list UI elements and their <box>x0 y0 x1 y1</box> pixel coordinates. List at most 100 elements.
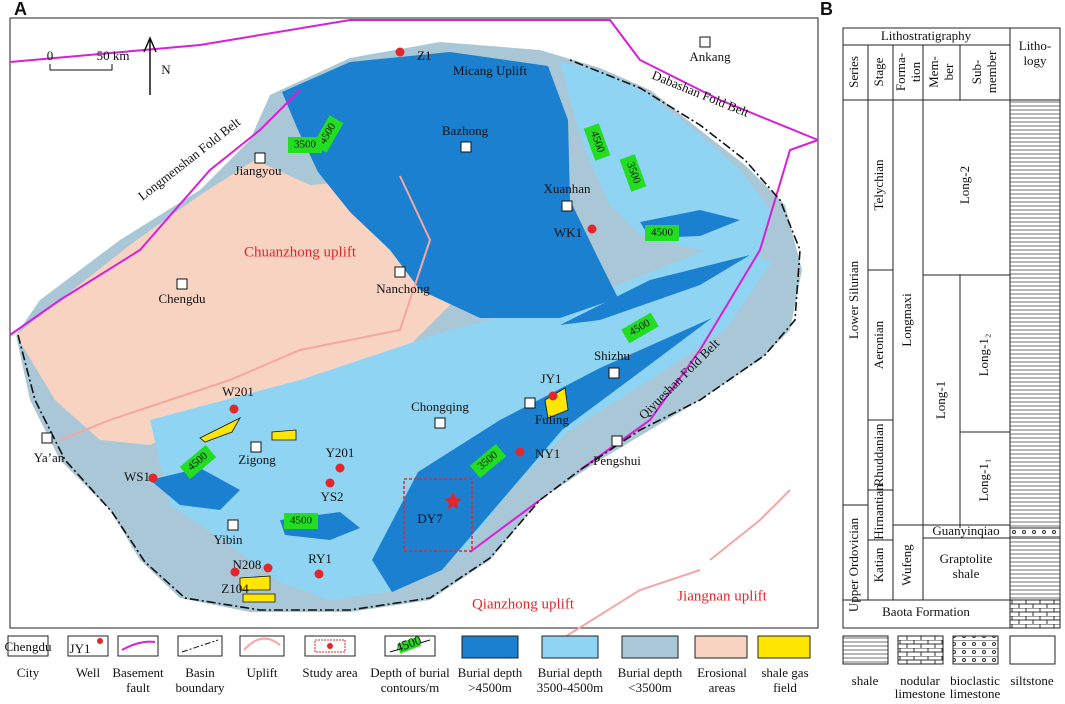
column-subheader-line: member <box>984 50 999 93</box>
well-marker <box>515 447 525 457</box>
contour-tag <box>288 137 322 153</box>
city-label: Fuling <box>535 412 569 427</box>
city-label: Nanchong <box>376 281 430 296</box>
legend-label-line: contours/m <box>381 680 440 695</box>
legend-label-line: Burial depth <box>458 665 523 680</box>
legend-label-line: shale gas <box>761 665 808 680</box>
contour-tag <box>645 225 679 241</box>
contour-tag <box>179 444 217 480</box>
legend-label-line: Depth of burial <box>370 665 450 680</box>
column-header-line: logy <box>1023 53 1047 68</box>
contour-tag <box>621 312 659 344</box>
city-label: Ya’an <box>34 450 65 465</box>
well-label: Z1 <box>417 48 431 63</box>
legend-label-line: field <box>773 680 797 695</box>
contour-label: 4500 <box>651 227 674 239</box>
north-arrow <box>143 36 157 95</box>
legend-label-line: Well <box>76 665 101 680</box>
legend-label-line: areas <box>709 680 736 695</box>
lithology-legend-label-line: limestone <box>895 686 946 701</box>
city-marker <box>434 417 446 429</box>
deep-area <box>282 52 618 318</box>
member-label: Long-1₁ <box>976 459 991 502</box>
well-label: W201 <box>222 384 254 399</box>
city-marker <box>699 36 711 48</box>
stage-label: Rhuddanian <box>871 423 886 486</box>
well-marker <box>587 224 597 234</box>
city-marker <box>608 367 620 379</box>
legend-label-line: Study area <box>302 665 357 680</box>
legend-label: Uplift <box>246 665 277 680</box>
well-label: DY7 <box>417 511 443 526</box>
city-marker <box>524 397 536 409</box>
member-label: Long-1 <box>933 381 948 419</box>
city-label: Bazhong <box>442 123 489 138</box>
legend-label-line: Burial depth <box>618 665 683 680</box>
legend-label-line: >4500m <box>468 680 511 695</box>
lithology-legend-label: shale <box>852 673 879 688</box>
well-label: WS1 <box>124 469 150 484</box>
city-marker <box>250 441 262 453</box>
uplift-label: Qianzhong uplift <box>472 596 575 612</box>
well-label: RY1 <box>308 551 332 566</box>
legend-icon-label: JY1 <box>70 641 91 656</box>
lithology-legend-label: siltstone <box>1010 673 1054 688</box>
mid-depth-area <box>150 245 772 600</box>
column <box>842 27 1061 629</box>
map <box>9 17 819 641</box>
city-label: Shizhu <box>594 348 631 363</box>
well-label: WK1 <box>554 225 582 240</box>
litho-bio <box>1009 527 1061 539</box>
well-marker <box>229 404 239 414</box>
erosional-area <box>16 160 455 445</box>
city-label: Chongqing <box>411 399 469 414</box>
basement-fault <box>9 19 819 141</box>
city-marker <box>460 141 472 153</box>
column-lines <box>843 28 1060 628</box>
city-marker <box>561 200 573 212</box>
north-label: N <box>161 62 171 77</box>
legend-label-line: Basin <box>185 665 215 680</box>
column-subheader-line: tion <box>908 61 923 82</box>
formation-label: Wufeng <box>899 544 914 586</box>
uplift-label: Jiangnan uplift <box>677 588 767 604</box>
column-subheader: Series <box>846 56 861 88</box>
city-marker <box>394 266 406 278</box>
legend-label: Well <box>76 665 101 680</box>
contour-tag <box>583 123 611 161</box>
mid-depth-area <box>560 62 770 260</box>
panel-label: B <box>820 0 833 19</box>
contour-tag <box>469 443 507 479</box>
column-subheader-line: Forma- <box>893 53 908 91</box>
contour-label: 4500 <box>290 515 313 527</box>
legend-label-line: Burial depth <box>538 665 603 680</box>
contour-tag <box>284 513 318 529</box>
column-subheader: Sub-member <box>969 50 999 93</box>
column-subheader-line: Mem- <box>926 56 941 88</box>
well-label: Y201 <box>326 445 355 460</box>
city-label: Chengdu <box>159 291 206 306</box>
legend-label-line: City <box>17 665 40 680</box>
well-marker <box>148 473 158 483</box>
lithology-legend-label-line: limestone <box>950 686 1001 701</box>
formation-label: Baota Formation <box>882 604 970 619</box>
panel-label: A <box>14 0 27 19</box>
column-subheader: Forma-tion <box>893 53 923 91</box>
column-subheader-line: Sub- <box>969 60 984 85</box>
well-marker <box>395 47 405 57</box>
litho-shale <box>1009 537 1061 601</box>
city-label: Jiangyou <box>235 163 282 178</box>
member-label: Long-2 <box>957 166 972 204</box>
city-marker <box>227 519 239 531</box>
lithology-legend-label-line: nodular <box>900 673 940 688</box>
lithology-legend-label-line: siltstone <box>1010 673 1054 688</box>
stage-label: Hirnantian <box>871 484 886 540</box>
well-label: YS2 <box>320 489 343 504</box>
